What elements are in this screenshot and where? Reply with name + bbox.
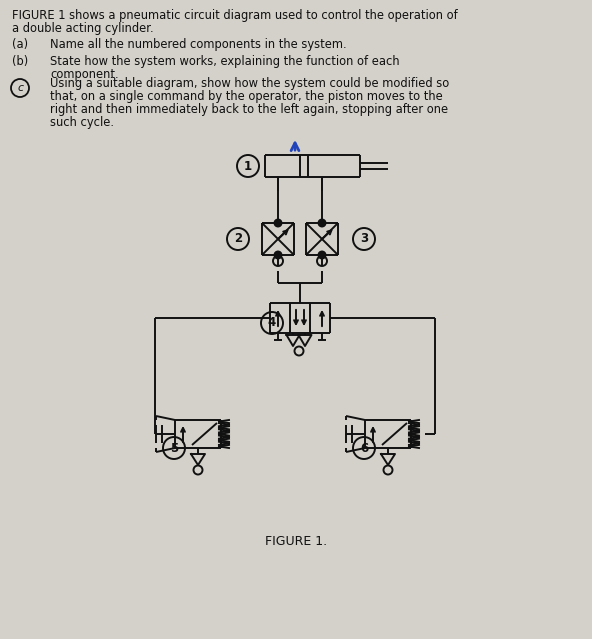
Text: a double acting cylinder.: a double acting cylinder. — [12, 22, 154, 35]
Text: Name all the numbered components in the system.: Name all the numbered components in the … — [50, 38, 347, 51]
Text: that, on a single command by the operator, the piston moves to the: that, on a single command by the operato… — [50, 90, 443, 103]
Circle shape — [275, 252, 282, 259]
Text: c: c — [17, 83, 23, 93]
Text: FIGURE 1 shows a pneumatic circuit diagram used to control the operation of: FIGURE 1 shows a pneumatic circuit diagr… — [12, 9, 458, 22]
Circle shape — [318, 252, 326, 259]
Text: (a): (a) — [12, 38, 28, 51]
Text: component.: component. — [50, 68, 118, 81]
Text: 5: 5 — [170, 442, 178, 454]
Text: 1: 1 — [244, 160, 252, 173]
Text: FIGURE 1.: FIGURE 1. — [265, 535, 327, 548]
Text: State how the system works, explaining the function of each: State how the system works, explaining t… — [50, 55, 400, 68]
Text: Using a suitable diagram, show how the system could be modified so: Using a suitable diagram, show how the s… — [50, 77, 449, 90]
Circle shape — [318, 220, 326, 226]
Text: 4: 4 — [268, 316, 276, 330]
Text: 3: 3 — [360, 233, 368, 245]
Text: right and then immediately back to the left again, stopping after one: right and then immediately back to the l… — [50, 103, 448, 116]
Text: 6: 6 — [360, 442, 368, 454]
Text: 2: 2 — [234, 233, 242, 245]
Text: such cycle.: such cycle. — [50, 116, 114, 129]
Circle shape — [275, 220, 282, 226]
Text: (b): (b) — [12, 55, 28, 68]
